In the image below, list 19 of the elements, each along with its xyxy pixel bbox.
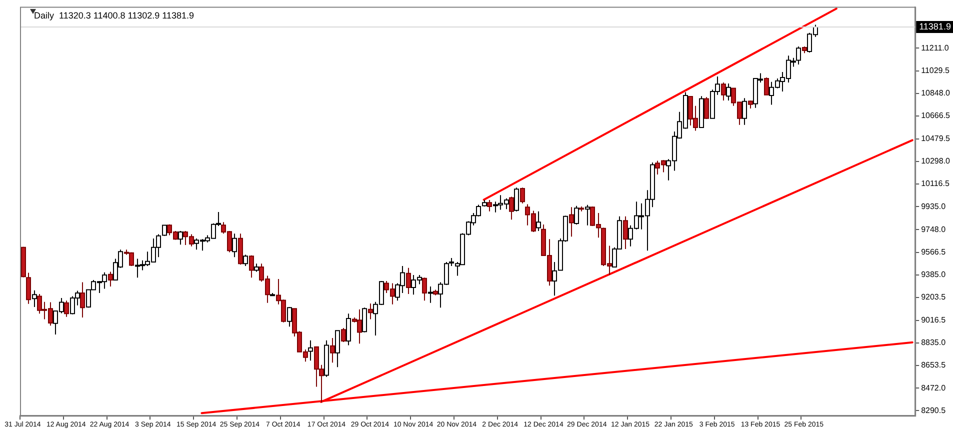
y-tick-label: 9935.0 bbox=[921, 202, 946, 211]
y-tick-label: 10479.5 bbox=[921, 134, 951, 144]
y-tick-label: 9203.5 bbox=[921, 292, 946, 302]
y-tick-label: 8653.5 bbox=[921, 360, 946, 370]
y-tick-label: 9748.0 bbox=[921, 224, 946, 234]
y-tick-label: 10298.0 bbox=[921, 156, 951, 166]
y-tick-label: 8472.0 bbox=[921, 383, 946, 392]
y-tick-label: 10848.0 bbox=[921, 88, 951, 98]
y-tick-label: 11211.0 bbox=[921, 43, 950, 52]
ref-line-label: 11381.9 bbox=[919, 22, 951, 32]
y-tick-label: 10666.5 bbox=[921, 110, 951, 120]
y-tick-label: 8290.5 bbox=[921, 406, 946, 415]
y-tick-label: 8835.0 bbox=[921, 338, 946, 348]
chart-title: Daily 11320.3 11400.8 11302.9 11381.9 bbox=[34, 10, 194, 20]
y-tick-label: 9385.0 bbox=[921, 270, 946, 279]
y-tick-label: 9566.5 bbox=[921, 247, 946, 256]
y-tick-label: 9016.5 bbox=[921, 316, 946, 325]
y-tick-label: 11029.5 bbox=[921, 66, 950, 75]
y-tick-label: 10116.5 bbox=[921, 179, 950, 188]
